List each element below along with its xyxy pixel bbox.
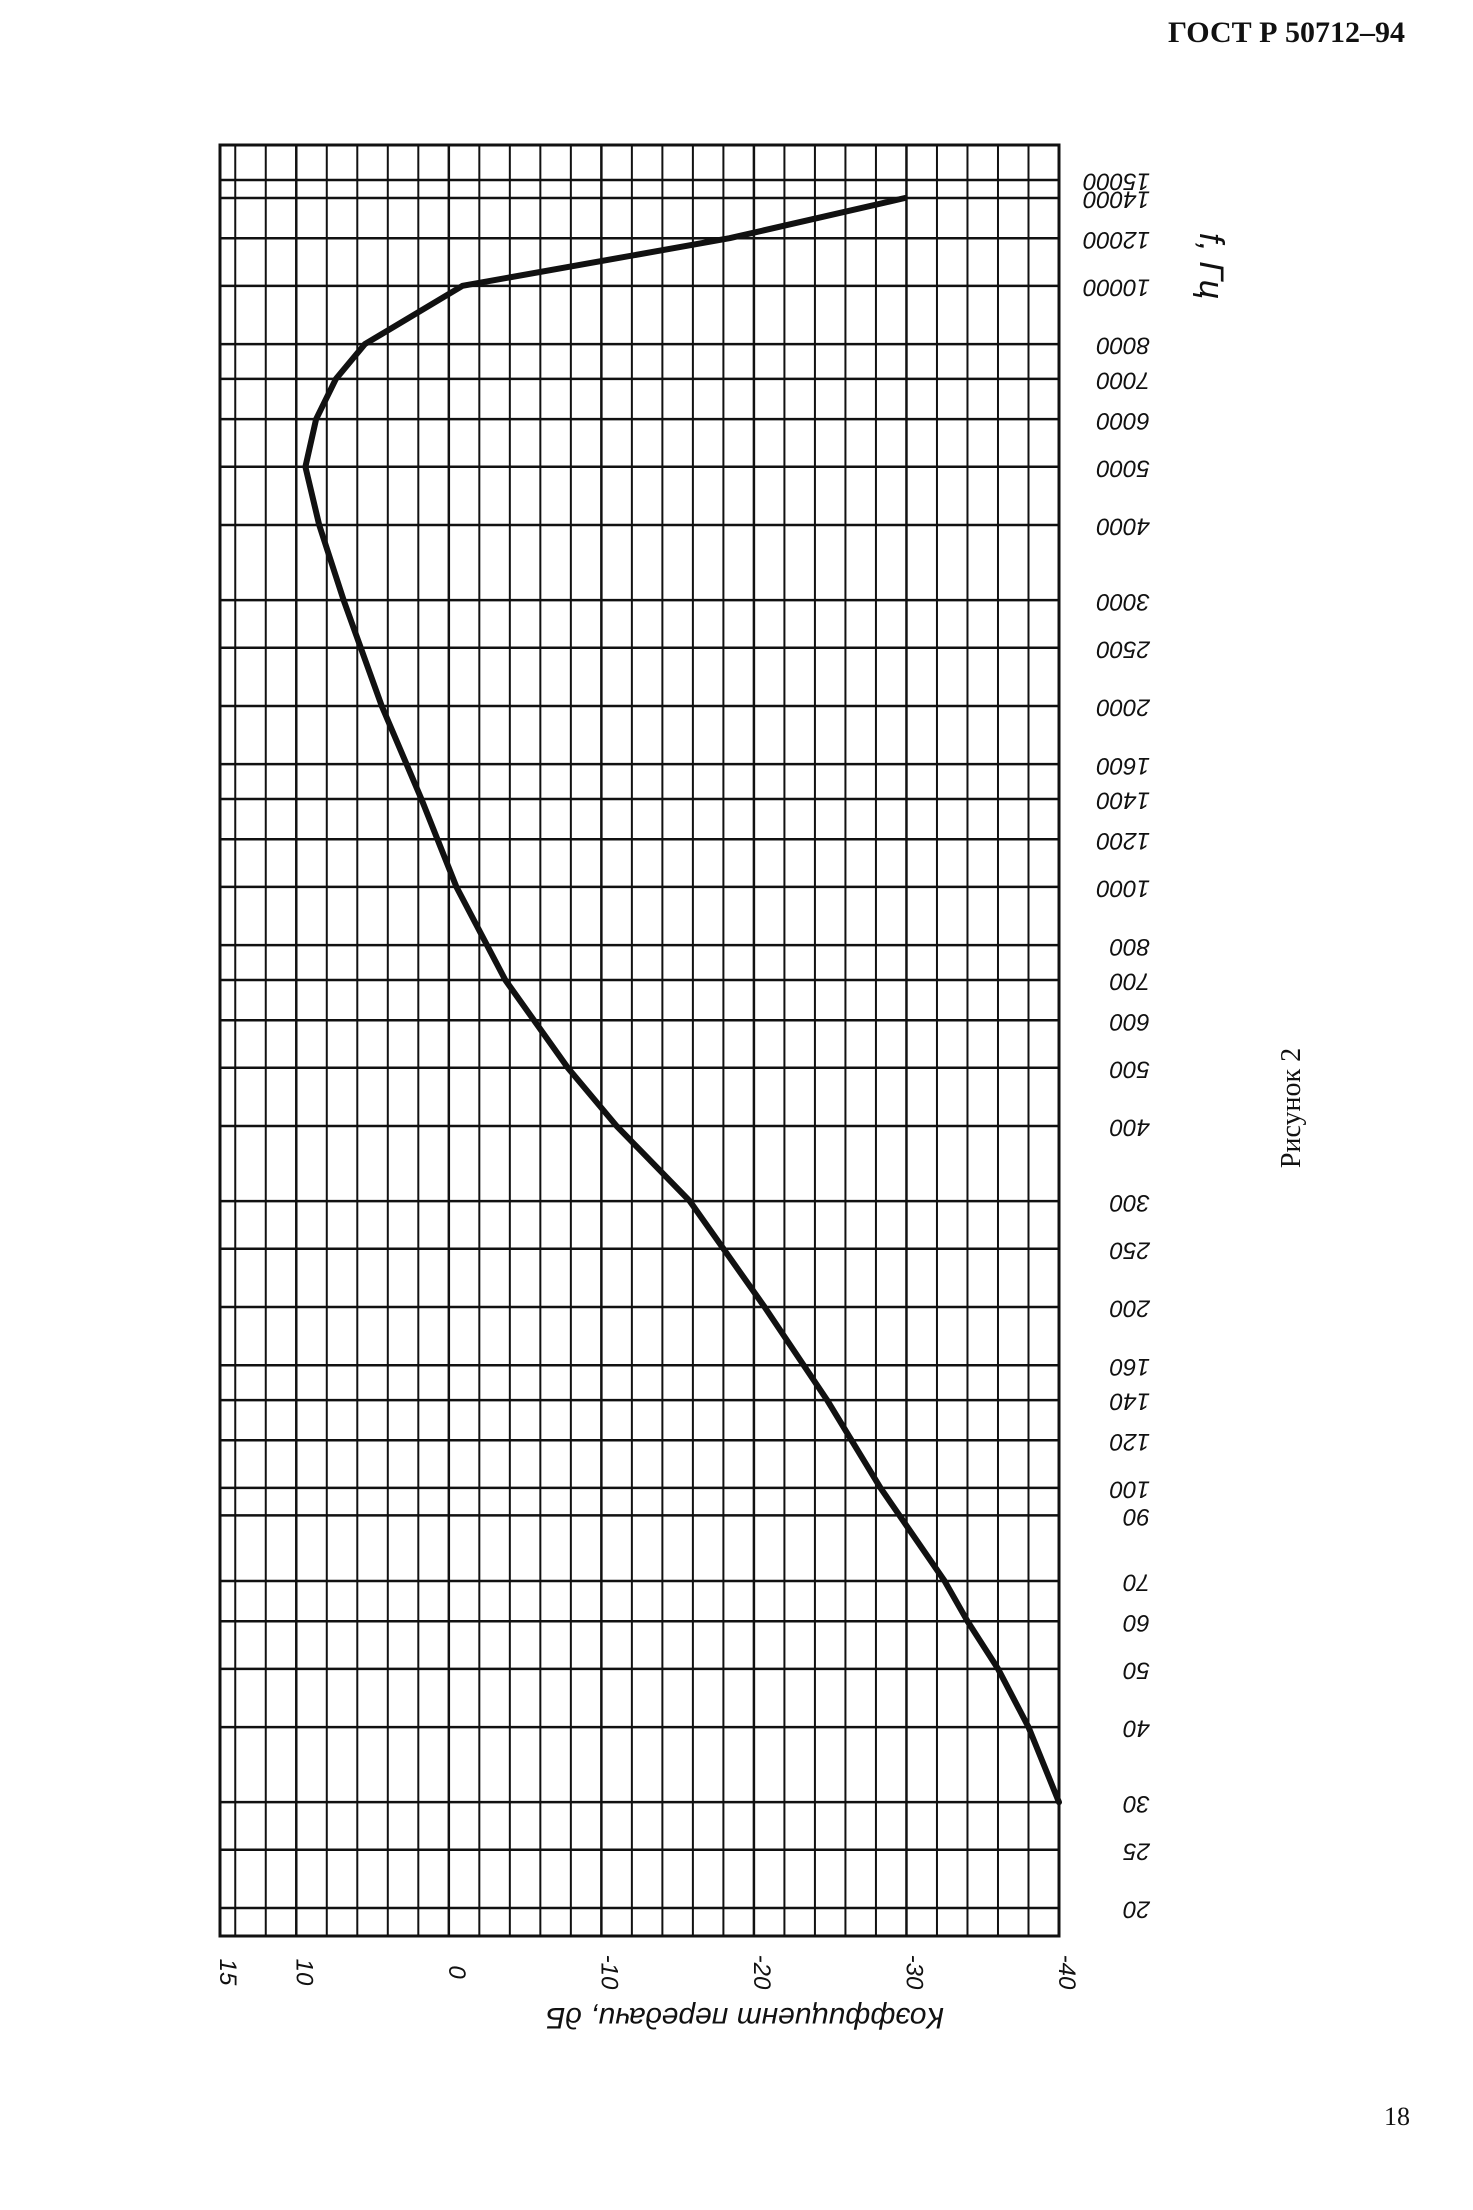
page-number: 18 (1384, 2102, 1410, 2131)
x-tick-label: 30 (1123, 1790, 1150, 1817)
x-tick-label: 2000 (1096, 694, 1151, 721)
x-tick-label: 500 (1109, 1055, 1150, 1082)
x-tick-label: 1200 (1096, 827, 1150, 854)
x-tick-label: 1000 (1096, 875, 1150, 902)
x-tick-label: 70 (1123, 1569, 1150, 1596)
x-tick-label: 15000 (1083, 168, 1150, 195)
x-tick-label: 7000 (1096, 367, 1150, 394)
y-tick-label: 15 (214, 1959, 241, 1986)
x-tick-label: 6000 (1096, 407, 1150, 434)
x-tick-label: 600 (1109, 1008, 1150, 1035)
x-tick-label: 25 (1123, 1837, 1151, 1864)
x-tick-label: 8000 (1096, 332, 1150, 359)
x-tick-label: 160 (1109, 1353, 1150, 1380)
x-axis-label: f, Гц (1192, 233, 1230, 299)
x-tick-label: 60 (1123, 1609, 1150, 1636)
x-tick-label: 40 (1123, 1715, 1150, 1742)
y-tick-label: -10 (595, 1955, 622, 1990)
y-axis-label: Коэффициент передачи, дБ (546, 2001, 944, 2034)
x-tick-label: 800 (1109, 933, 1150, 960)
x-tick-label: 20 (1123, 1896, 1151, 1923)
x-tick-label: 250 (1109, 1236, 1151, 1263)
x-tick-label: 140 (1109, 1388, 1150, 1415)
y-tick-label: 0 (443, 1965, 470, 1979)
x-tick-label: 120 (1109, 1428, 1150, 1455)
x-tick-label: 10000 (1083, 273, 1150, 300)
x-tick-label: 300 (1109, 1189, 1150, 1216)
x-tick-label: 3000 (1096, 588, 1150, 615)
y-tick-label: 10 (290, 1959, 317, 1986)
x-tick-label: 12000 (1083, 226, 1150, 253)
x-tick-label: 700 (1109, 968, 1150, 995)
x-tick-label: 14000 (1083, 186, 1150, 213)
header: ГОСТ Р 50712–94 (1168, 16, 1405, 49)
x-tick-label: 5000 (1096, 454, 1150, 481)
x-tick-label: 1400 (1096, 787, 1150, 814)
response-curve (302, 195, 1062, 1806)
x-tick-label: 1600 (1096, 752, 1150, 779)
caption: Рисунок 2 (1276, 1048, 1307, 1168)
y-tick-label: -40 (1053, 1955, 1080, 1990)
y-tick-label: -30 (900, 1955, 927, 1990)
x-tick-label: 90 (1123, 1503, 1150, 1530)
x-tick-label: 100 (1109, 1476, 1150, 1503)
x-tick-label: 50 (1123, 1656, 1150, 1683)
x-tick-label: 200 (1109, 1295, 1151, 1322)
x-tick-label: 2500 (1096, 635, 1151, 662)
y-tick-label: -20 (748, 1955, 775, 1990)
x-tick-label: 4000 (1096, 513, 1150, 540)
x-tick-label: 400 (1109, 1114, 1150, 1141)
plot-frame (218, 143, 1061, 1938)
